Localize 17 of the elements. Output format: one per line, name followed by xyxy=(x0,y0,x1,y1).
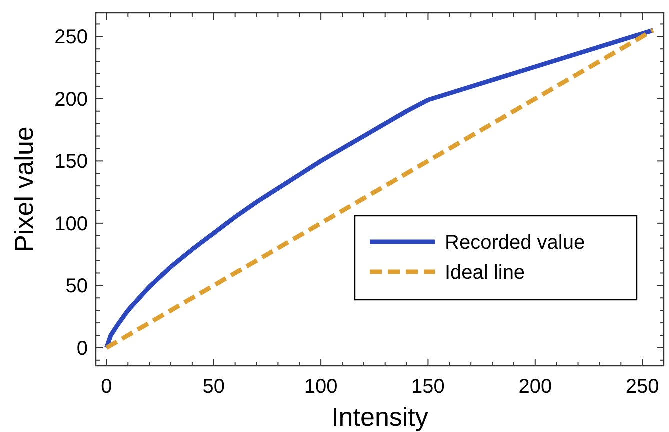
line-series xyxy=(104,28,656,350)
x-axis-title: Intensity xyxy=(332,402,428,432)
y-tick-label: 100 xyxy=(54,213,88,236)
y-tick-label: 0 xyxy=(76,338,88,360)
y-tick-label: 250 xyxy=(54,26,88,49)
x-tick-label: 150 xyxy=(412,376,445,398)
legend-label: Ideal line xyxy=(445,262,526,284)
x-tick-label: 250 xyxy=(626,376,660,398)
y-axis-title: Pixel value xyxy=(9,126,39,252)
y-tick-label: 200 xyxy=(54,88,88,111)
y-tick-label: 150 xyxy=(54,151,88,174)
x-tick-label: 100 xyxy=(304,376,338,398)
x-tick-label: 50 xyxy=(202,376,226,398)
y-tick-label: 50 xyxy=(66,276,88,298)
x-tick-label: 0 xyxy=(101,376,112,398)
x-tick-label: 200 xyxy=(518,376,552,398)
legend-label: Recorded value xyxy=(445,232,586,254)
